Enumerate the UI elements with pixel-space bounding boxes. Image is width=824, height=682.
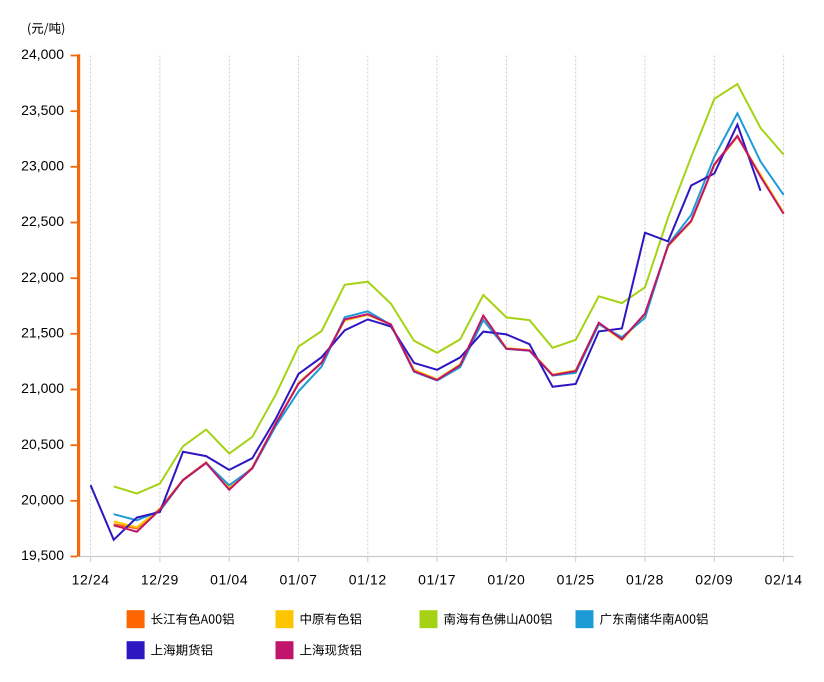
svg-text:01/28: 01/28 bbox=[626, 571, 664, 587]
svg-text:02/14: 02/14 bbox=[765, 571, 803, 587]
svg-text:01/12: 01/12 bbox=[349, 571, 387, 587]
svg-text:01/04: 01/04 bbox=[210, 571, 248, 587]
svg-text:21,500: 21,500 bbox=[21, 324, 64, 340]
svg-text:19,500: 19,500 bbox=[21, 547, 64, 563]
svg-text:01/25: 01/25 bbox=[557, 571, 595, 587]
svg-text:23,000: 23,000 bbox=[21, 157, 64, 173]
svg-text:22,500: 22,500 bbox=[21, 213, 64, 229]
svg-text:20,500: 20,500 bbox=[21, 436, 64, 452]
svg-text:01/17: 01/17 bbox=[418, 571, 456, 587]
svg-text:22,000: 22,000 bbox=[21, 269, 64, 285]
svg-text:23,500: 23,500 bbox=[21, 102, 64, 118]
svg-text:12/24: 12/24 bbox=[72, 571, 110, 587]
svg-text:12/29: 12/29 bbox=[141, 571, 179, 587]
svg-text:21,000: 21,000 bbox=[21, 380, 64, 396]
svg-text:01/07: 01/07 bbox=[279, 571, 317, 587]
svg-text:20,000: 20,000 bbox=[21, 491, 64, 507]
svg-text:01/20: 01/20 bbox=[487, 571, 525, 587]
svg-text:02/09: 02/09 bbox=[695, 571, 733, 587]
svg-text:24,000: 24,000 bbox=[21, 46, 64, 62]
